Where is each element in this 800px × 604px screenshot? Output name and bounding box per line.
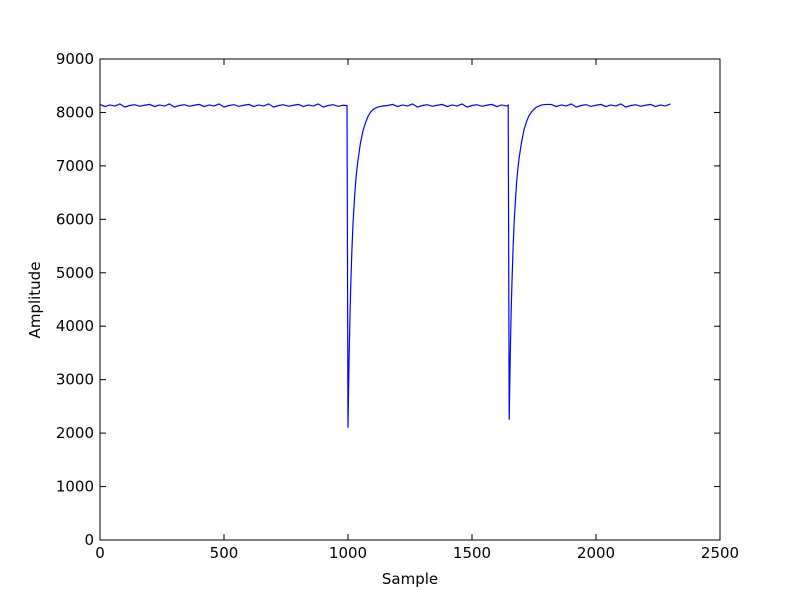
x-tick-label: 2000 — [577, 544, 615, 562]
y-tick-label: 6000 — [56, 210, 94, 228]
y-tick-label: 0 — [84, 531, 94, 549]
y-tick-label: 2000 — [56, 424, 94, 442]
x-tick-label: 500 — [210, 544, 239, 562]
data-line — [99, 103, 671, 428]
x-tick-label: 0 — [95, 544, 105, 562]
y-tick-label: 3000 — [56, 371, 94, 389]
y-tick-label: 4000 — [56, 317, 94, 335]
y-tick-label: 8000 — [56, 103, 94, 121]
x-tick-label: 1000 — [329, 544, 367, 562]
x-tick-label: 1500 — [453, 544, 491, 562]
y-tick-label: 5000 — [56, 264, 94, 282]
y-axis-label: Amplitude — [26, 262, 44, 339]
x-tick-label: 2500 — [701, 544, 739, 562]
plot-frame — [99, 58, 721, 541]
y-tick-label: 7000 — [56, 157, 94, 175]
x-axis-label: Sample — [382, 570, 438, 588]
y-tick-label: 1000 — [56, 478, 94, 496]
y-tick-label: 9000 — [56, 50, 94, 68]
